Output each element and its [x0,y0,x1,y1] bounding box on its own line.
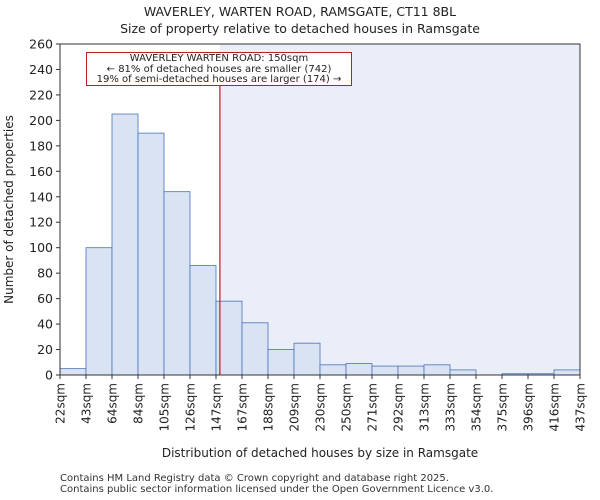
x-tick-label-43sqm: 43sqm [80,383,94,424]
y-tick-label: 160 [29,164,53,179]
y-tick-label: 240 [29,62,53,77]
footer-line-2: Contains public sector information licen… [60,484,494,495]
x-tick-label-126sqm: 126sqm [184,383,198,431]
bar-84sqm [137,132,165,376]
chart-title: WAVERLEY, WARTEN ROAD, RAMSGATE, CT11 8B… [143,4,457,19]
y-tick-label: 40 [37,317,53,332]
x-tick-label-333sqm: 333sqm [444,383,458,431]
x-tick-label-230sqm: 230sqm [314,383,328,431]
x-tick-label-250sqm: 250sqm [340,383,354,431]
y-tick-label: 260 [29,37,53,52]
annotation-line-1: WAVERLEY WARTEN ROAD: 150sqm [129,53,309,64]
x-axis-label: Distribution of detached houses by size … [162,446,478,460]
y-tick-label: 100 [29,240,53,255]
x-tick-label-167sqm: 167sqm [236,383,250,431]
y-axis-label: Number of detached properties [2,115,16,304]
x-tick-label-396sqm: 396sqm [522,383,536,431]
x-tick-label-84sqm: 84sqm [132,383,146,424]
annotation-line-3: 19% of semi-detached houses are larger (… [96,74,342,85]
bar-209sqm [293,342,321,376]
x-tick-label-209sqm: 209sqm [288,383,302,431]
bar-105sqm [163,191,191,376]
x-tick-label-271sqm: 271sqm [366,383,380,431]
bar-22sqm [59,368,87,376]
annotation-box: WAVERLEY WARTEN ROAD: 150sqm ← 81% of de… [86,52,352,86]
y-tick-label: 80 [37,266,53,281]
y-tick-label: 120 [29,215,53,230]
y-tick-label: 0 [45,368,53,383]
y-tick-label: 60 [37,291,53,306]
x-tick-label-437sqm: 437sqm [574,383,588,431]
footer-line-1: Contains HM Land Registry data © Crown c… [60,473,449,484]
bar-292sqm [397,365,425,376]
bar-188sqm [267,349,295,376]
x-tick-label-354sqm: 354sqm [470,383,484,431]
bar-333sqm [449,369,477,376]
bar-43sqm [85,247,113,376]
x-tick-label-292sqm: 292sqm [392,383,406,431]
bar-64sqm [111,113,139,376]
y-tick-label: 200 [29,113,53,128]
bar-126sqm [189,265,217,376]
x-tick-label-147sqm: 147sqm [210,383,224,431]
bar-167sqm [241,322,269,376]
chart-subtitle: Size of property relative to detached ho… [120,21,480,36]
x-tick-label-64sqm: 64sqm [106,383,120,424]
bar-230sqm [319,364,347,376]
bar-313sqm [423,364,451,376]
bar-271sqm [371,365,399,376]
y-tick-label: 20 [37,342,53,357]
x-tick-label-375sqm: 375sqm [496,383,510,431]
y-tick-label: 180 [29,138,53,153]
y-tick-label: 140 [29,189,53,204]
x-tick-label-105sqm: 105sqm [158,383,172,431]
larger-region-shade [219,44,580,375]
annotation-line-2: ← 81% of detached houses are smaller (74… [106,63,332,75]
x-tick-label-416sqm: 416sqm [548,383,562,431]
y-tick-label: 220 [29,87,53,102]
x-tick-label-313sqm: 313sqm [418,383,432,431]
x-tick-label-22sqm: 22sqm [54,383,68,424]
bar-250sqm [345,363,373,376]
bar-416sqm [553,369,581,376]
x-tick-label-188sqm: 188sqm [262,383,276,431]
